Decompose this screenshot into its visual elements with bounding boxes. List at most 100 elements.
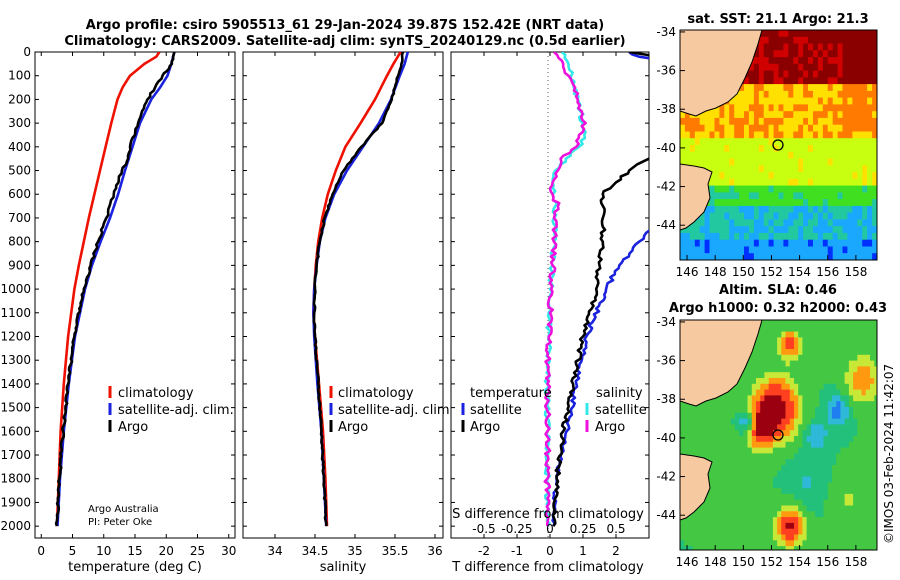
map-cell <box>832 459 837 466</box>
map-cell <box>696 418 702 425</box>
map-cell <box>768 192 775 200</box>
map-cell <box>870 389 875 396</box>
map-cell <box>753 205 760 214</box>
map-cell <box>844 360 850 367</box>
map-cell <box>739 424 744 431</box>
map-cell <box>744 253 750 260</box>
map-cell <box>743 488 749 495</box>
map-cell <box>793 36 799 45</box>
map-cell <box>726 482 732 489</box>
map-cell <box>756 465 761 472</box>
map-cell <box>789 546 795 550</box>
map-cell <box>874 407 877 414</box>
map-cell <box>788 30 794 38</box>
map-cell <box>768 517 774 524</box>
map-cell <box>777 407 782 414</box>
map-cell <box>709 232 715 241</box>
map-cell <box>714 104 720 112</box>
map-cell <box>803 90 809 99</box>
map-cell <box>822 97 829 105</box>
map-cell <box>870 418 875 425</box>
map-cell <box>832 470 837 478</box>
map-cell <box>772 378 778 385</box>
y-tick-label: 1700 <box>0 448 31 462</box>
map-cell <box>867 57 873 65</box>
map-cell <box>684 158 691 166</box>
map-cell <box>748 185 755 193</box>
map-cell <box>781 407 787 414</box>
map-cell <box>734 165 740 173</box>
map-cell <box>781 482 787 489</box>
map-cell <box>751 493 757 501</box>
map-cell <box>802 505 808 512</box>
map-cell <box>709 192 715 200</box>
map-cell <box>713 447 719 454</box>
map-cell <box>729 178 735 187</box>
map-cell <box>874 482 877 489</box>
map-cell <box>768 226 775 234</box>
map-cell <box>810 470 816 478</box>
map-cell <box>832 331 837 338</box>
map-cell <box>810 343 816 350</box>
map-cell <box>747 366 753 373</box>
map-cell <box>815 476 820 483</box>
series-line-argo <box>54 52 176 527</box>
map-cell <box>798 482 803 489</box>
map-cell <box>785 360 791 367</box>
map-cell <box>865 383 871 391</box>
map-cell <box>773 70 780 78</box>
map-cell <box>739 158 745 166</box>
map-cell <box>709 499 715 507</box>
map-cell <box>806 441 812 449</box>
map-cell <box>857 453 863 460</box>
map-cell <box>802 482 808 489</box>
map-cell <box>832 212 839 220</box>
map-cell <box>857 117 863 126</box>
map-cell <box>798 493 803 501</box>
map-cell <box>743 453 749 460</box>
map-cell <box>753 117 760 126</box>
map-cell <box>802 418 808 425</box>
map-cell <box>842 104 848 112</box>
map-cell <box>857 192 863 200</box>
map-cell <box>832 43 839 51</box>
map-cell <box>768 36 775 45</box>
map-cell <box>803 77 809 85</box>
map-cell <box>822 178 829 187</box>
map-cell <box>709 178 715 187</box>
map-cell <box>788 232 794 241</box>
map-cell <box>794 378 799 385</box>
map-cell <box>808 30 814 38</box>
series-line-t-satellite <box>551 52 649 527</box>
map-y-tick-label: -38 <box>656 392 676 406</box>
map-cell <box>730 522 736 530</box>
map-cell <box>810 378 816 385</box>
map-cell <box>777 546 782 550</box>
map-cell <box>734 534 740 541</box>
map-cell <box>680 436 685 443</box>
map-cell <box>788 131 794 139</box>
map-cell <box>714 199 720 207</box>
map-cell <box>781 488 787 495</box>
map-cell <box>837 97 844 105</box>
map-cell <box>798 205 804 214</box>
map-cell <box>781 378 787 385</box>
map-cell <box>722 459 727 466</box>
map-cell <box>714 226 720 234</box>
map-cell <box>764 366 770 373</box>
map-cell <box>724 117 730 126</box>
map-cell <box>699 226 706 234</box>
map-cell <box>734 117 740 126</box>
map-cell <box>832 97 839 105</box>
map-cell <box>724 165 730 173</box>
map-cell <box>783 77 789 85</box>
map-cell <box>874 540 877 547</box>
map-cell <box>853 528 858 536</box>
map-cell <box>808 36 814 45</box>
map-y-tick-label: -42 <box>656 180 676 194</box>
map-cell <box>827 343 833 350</box>
map-cell <box>768 117 775 126</box>
map-cell <box>684 441 689 449</box>
map-cell <box>867 131 873 139</box>
map-cell <box>857 138 863 146</box>
